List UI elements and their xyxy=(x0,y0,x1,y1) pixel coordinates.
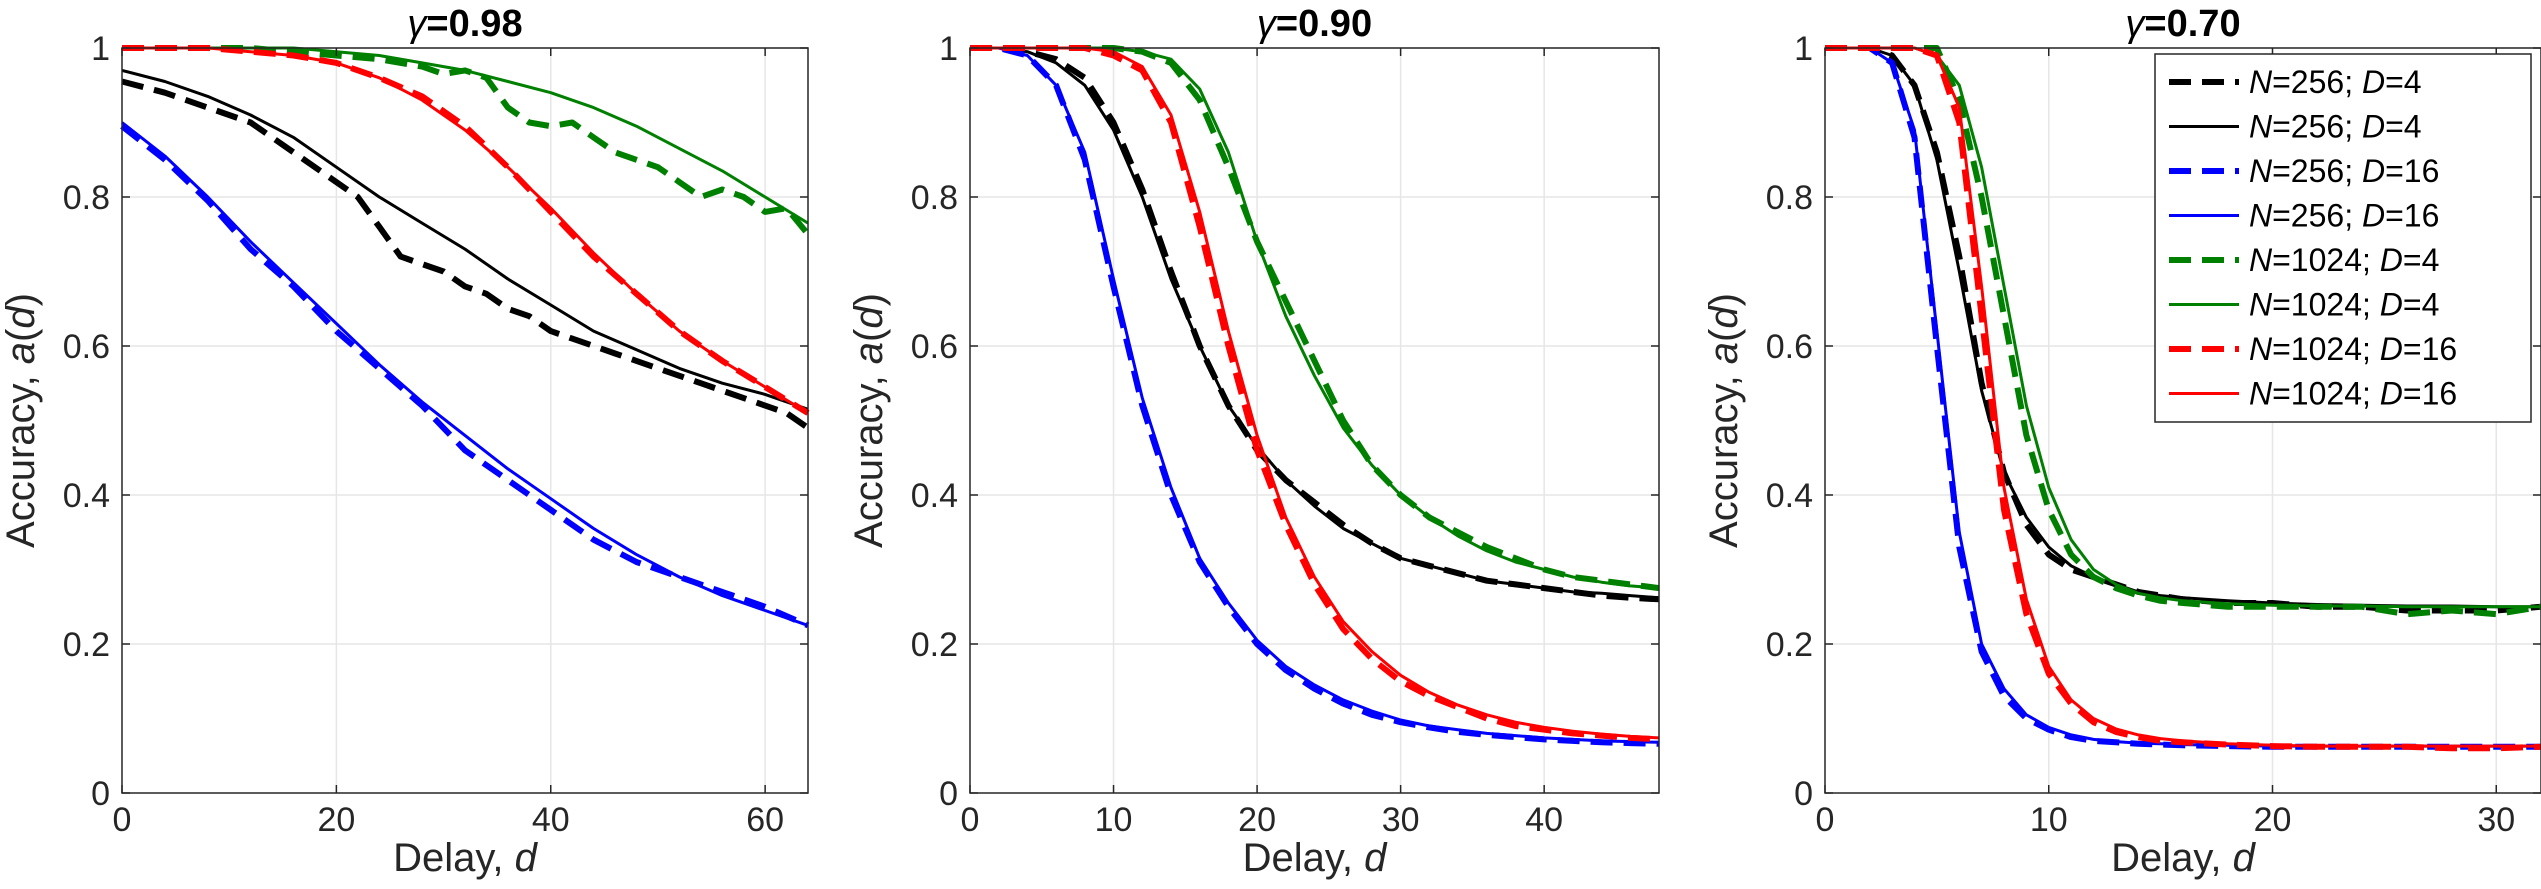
x-tick-label: 40 xyxy=(1525,801,1563,839)
y-tick-label: 0.4 xyxy=(911,477,958,515)
chart-title: γ=0.98 xyxy=(407,3,522,45)
y-tick-label: 0.2 xyxy=(63,626,110,664)
title-gamma: γ xyxy=(1257,3,1278,45)
legend-entry: N=256; D=16 xyxy=(2249,153,2439,189)
x-tick-label: 0 xyxy=(1816,801,1835,839)
legend-entry: N=1024; D=16 xyxy=(2249,376,2457,412)
series-line-N1024_D4_emp xyxy=(122,45,811,237)
legend-box xyxy=(2154,53,2532,423)
y-tick-label: 0.4 xyxy=(1766,477,1813,515)
y-tick-label: 0.8 xyxy=(1766,179,1813,217)
x-axis-label: Delay, d xyxy=(1243,836,1389,880)
legend-entry: N=1024; D=4 xyxy=(2249,242,2439,278)
y-tick-label: 0 xyxy=(939,775,958,813)
x-tick-label: 20 xyxy=(2254,801,2292,839)
y-tick-label: 0.2 xyxy=(911,626,958,664)
x-tick-label: 30 xyxy=(1382,801,1420,839)
plot-area xyxy=(970,48,1659,793)
x-tick-label: 20 xyxy=(1238,801,1276,839)
y-axis-label: Accuracy, a(d) xyxy=(0,293,43,548)
title-value: =0.90 xyxy=(1276,3,1372,45)
x-tick-label: 40 xyxy=(532,801,570,839)
series-line-N1024_D16_th xyxy=(122,46,809,415)
y-axis-label: Accuracy, a(d) xyxy=(1702,293,1746,548)
x-tick-label: 10 xyxy=(1095,801,1133,839)
series-line-N1024_D16_emp xyxy=(1825,45,2541,752)
chart-panel-2: 0 10 20 30 40 0 0.2 0.4 0.6 0.8 1 γ=0.90 Delay, d Acc… xyxy=(847,3,1660,880)
title-value: =0.98 xyxy=(426,3,522,45)
y-tick-label: 1 xyxy=(939,30,958,68)
chart-panel-1: 0 20 40 60 0 0.2 0.4 0.6 0.8 1 γ=0.98 Delay, d Accur… xyxy=(0,3,811,880)
y-tick-label: 0 xyxy=(1794,775,1813,813)
series-line-N256_D4_th xyxy=(970,46,1660,600)
chart-panel-3: 0 10 20 30 0 0.2 0.4 0.6 0.8 1 γ=0.70 Delay, d Accur… xyxy=(1702,3,2541,880)
x-axis-label: Delay, d xyxy=(2111,836,2257,880)
series-line-N256_D16_th xyxy=(121,121,809,627)
legend-entry: N=1024; D=4 xyxy=(2249,287,2439,323)
series-line-N256_D16_th xyxy=(970,46,1660,744)
title-gamma: γ xyxy=(407,3,428,45)
x-tick-label: 0 xyxy=(113,801,132,839)
y-tick-label: 0.2 xyxy=(1766,626,1813,664)
legend-entry: N=1024; D=16 xyxy=(2249,331,2457,367)
series-line-N256_D4_th xyxy=(121,68,809,411)
x-axis-label: Delay, d xyxy=(393,836,539,880)
x-tick-label: 30 xyxy=(2477,801,2515,839)
title-gamma: γ xyxy=(2125,3,2146,45)
series-line-N256_D4_emp xyxy=(121,78,810,431)
plot-area xyxy=(122,48,808,793)
x-tick-label: 0 xyxy=(961,801,980,839)
y-tick-label: 0.8 xyxy=(911,179,958,217)
y-tick-label: 0.6 xyxy=(63,328,110,366)
y-tick-label: 1 xyxy=(91,30,110,68)
axes-box xyxy=(1824,47,2541,794)
x-tick-label: 10 xyxy=(2030,801,2068,839)
legend-entry: N=256; D=4 xyxy=(2249,64,2422,100)
x-tick-label: 60 xyxy=(746,801,784,839)
axes-box xyxy=(121,47,809,794)
y-tick-label: 0.4 xyxy=(63,477,110,515)
y-axis-label: Accuracy, a(d) xyxy=(847,293,891,548)
legend-entry: N=256; D=4 xyxy=(2249,109,2422,145)
axes-box xyxy=(969,47,1660,794)
y-tick-label: 0.6 xyxy=(911,328,958,366)
chart-title: γ=0.90 xyxy=(1257,3,1372,45)
y-tick-label: 0.8 xyxy=(63,179,110,217)
y-tick-label: 1 xyxy=(1794,30,1813,68)
y-tick-label: 0.6 xyxy=(1766,328,1813,366)
legend: N=256; D=4 N=256; D=4 N=256; D=16 N=256; D=… xyxy=(2154,53,2532,423)
title-value: =0.70 xyxy=(2144,3,2240,45)
chart-title: γ=0.70 xyxy=(2125,3,2240,45)
y-tick-label: 0 xyxy=(91,775,110,813)
legend-entry: N=256; D=16 xyxy=(2249,198,2439,234)
x-tick-label: 20 xyxy=(317,801,355,839)
